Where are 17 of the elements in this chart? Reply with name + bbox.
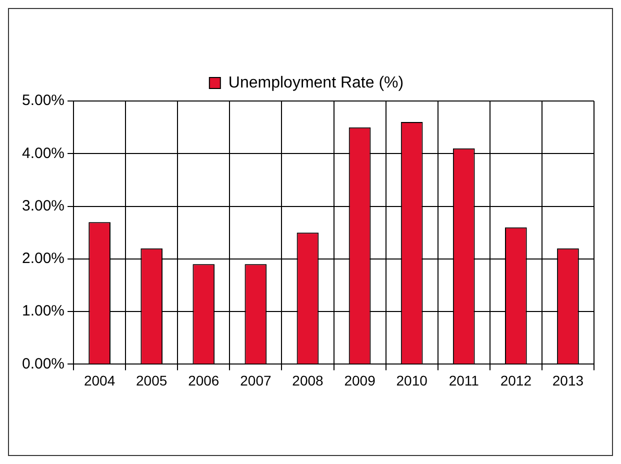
x-tick-label: 2006 (188, 372, 220, 388)
legend-label: Unemployment Rate (%) (228, 74, 404, 92)
y-tick-label: 0.00% (22, 355, 65, 372)
y-tick-label: 2.00% (22, 250, 65, 268)
x-tick-label: 2010 (396, 372, 428, 388)
y-tick-label: 5.00% (22, 92, 65, 110)
x-tick-label: 2012 (500, 372, 532, 388)
x-tick-label: 2004 (84, 372, 116, 388)
y-tick-label: 1.00% (22, 302, 65, 320)
y-tick-label: 3.00% (22, 197, 65, 214)
x-tick-label: 2009 (344, 372, 376, 388)
x-tick-label: 2007 (240, 372, 272, 388)
y-tick-label: 4.00% (22, 144, 65, 162)
x-tick-label: 2013 (552, 372, 584, 388)
x-tick-label: 2008 (292, 372, 324, 388)
x-tick-label: 2011 (448, 372, 480, 388)
x-tick-label: 2005 (136, 372, 168, 388)
